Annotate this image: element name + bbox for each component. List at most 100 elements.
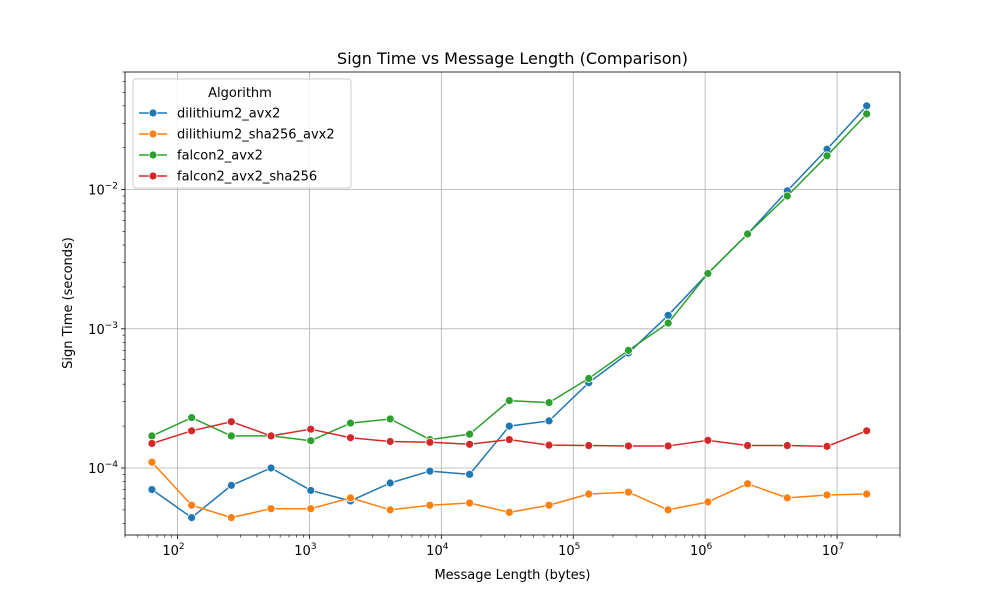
series-falcon2_avx2_sha256 bbox=[147, 417, 872, 451]
data-point bbox=[822, 441, 832, 451]
data-point bbox=[425, 437, 435, 447]
data-point bbox=[147, 431, 157, 441]
data-point bbox=[147, 457, 157, 467]
data-point bbox=[465, 429, 475, 439]
legend-marker bbox=[148, 129, 158, 139]
data-point bbox=[385, 414, 395, 424]
data-point bbox=[663, 505, 673, 515]
legend-marker bbox=[148, 150, 158, 160]
data-point bbox=[584, 441, 594, 450]
data-point bbox=[306, 486, 316, 495]
legend-entry: falcon2_avx2_sha256 bbox=[139, 170, 317, 185]
data-point bbox=[226, 480, 236, 490]
data-point bbox=[504, 421, 514, 431]
data-point bbox=[544, 416, 554, 426]
series-layer bbox=[147, 101, 872, 523]
data-point bbox=[703, 497, 713, 507]
data-point bbox=[266, 504, 276, 514]
legend: Algorithm dilithium2_avx2 dilithium2_sha2… bbox=[132, 78, 352, 189]
data-point bbox=[226, 513, 236, 523]
data-point bbox=[346, 493, 355, 503]
data-point bbox=[504, 396, 514, 405]
data-point bbox=[187, 413, 197, 423]
x-tick-label: 104 bbox=[426, 542, 449, 559]
x-axis-label: Message Length (bytes) bbox=[434, 568, 590, 583]
x-tick-label: 102 bbox=[162, 542, 184, 559]
data-point bbox=[782, 493, 792, 503]
data-point bbox=[584, 374, 594, 383]
legend-label: dilithium2_sha256_avx2 bbox=[177, 128, 335, 143]
data-point bbox=[465, 498, 475, 508]
data-point bbox=[624, 441, 633, 451]
data-point bbox=[346, 418, 355, 428]
data-point bbox=[147, 439, 157, 448]
data-point bbox=[266, 463, 276, 473]
data-point bbox=[187, 426, 197, 436]
data-point bbox=[703, 269, 713, 278]
data-point bbox=[663, 441, 673, 451]
legend-label: falcon2_avx2 bbox=[177, 149, 263, 164]
data-point bbox=[425, 466, 435, 476]
data-point bbox=[782, 441, 792, 450]
data-point bbox=[306, 504, 316, 514]
legend-marker bbox=[148, 171, 158, 181]
data-point bbox=[703, 435, 713, 445]
plot-area-frame bbox=[124, 71, 901, 536]
legend-entry: falcon2_avx2 bbox=[139, 149, 263, 164]
data-point bbox=[663, 310, 673, 320]
data-point bbox=[782, 191, 792, 201]
data-point bbox=[862, 426, 872, 436]
data-point bbox=[385, 478, 395, 488]
legend-label: dilithium2_avx2 bbox=[177, 107, 280, 122]
data-point bbox=[822, 151, 832, 161]
data-point bbox=[504, 507, 514, 517]
x-tick-label: 107 bbox=[822, 542, 844, 559]
y-tick-label: 10−2 bbox=[88, 182, 118, 199]
data-point bbox=[306, 424, 316, 434]
data-point bbox=[504, 435, 514, 444]
legend-title: Algorithm bbox=[208, 86, 272, 101]
legend-entries: dilithium2_avx2 dilithium2_sha256_avx2fal… bbox=[139, 107, 335, 185]
data-point bbox=[862, 489, 872, 499]
data-point bbox=[226, 431, 236, 441]
y-axis-label: Sign Time (seconds) bbox=[61, 237, 76, 369]
legend-entry: dilithium2_sha256_avx2 bbox=[139, 128, 335, 143]
legend-label: falcon2_avx2_sha256 bbox=[177, 170, 317, 185]
series-dilithium2_sha256_avx2 bbox=[147, 457, 872, 523]
data-point bbox=[465, 469, 475, 479]
data-point bbox=[385, 437, 395, 446]
x-tick-label: 103 bbox=[294, 542, 316, 559]
data-point bbox=[187, 500, 197, 510]
data-point bbox=[584, 489, 594, 499]
data-point bbox=[743, 479, 752, 489]
data-point bbox=[147, 485, 157, 494]
data-point bbox=[385, 505, 395, 515]
data-point bbox=[465, 439, 475, 449]
data-point bbox=[306, 436, 316, 446]
legend-entry: dilithium2_avx2 bbox=[139, 107, 280, 122]
data-point bbox=[822, 490, 832, 500]
data-point bbox=[425, 500, 435, 510]
data-point bbox=[663, 318, 673, 328]
axis-ticks: 102 103 104 105 106 107 10−4 10−3 10−2 bbox=[88, 71, 901, 559]
x-tick-label: 105 bbox=[558, 542, 580, 559]
data-point bbox=[544, 500, 554, 510]
chart-title: Sign Time vs Message Length (Comparison) bbox=[337, 49, 688, 68]
legend-box bbox=[132, 78, 352, 189]
y-tick-label: 10−3 bbox=[88, 321, 118, 338]
data-point bbox=[226, 417, 236, 427]
data-point bbox=[743, 229, 752, 239]
data-point bbox=[862, 109, 872, 119]
grid-lines bbox=[125, 72, 900, 535]
data-point bbox=[624, 487, 633, 497]
data-point bbox=[266, 431, 276, 441]
data-point bbox=[544, 398, 554, 408]
data-point bbox=[862, 101, 872, 111]
data-point bbox=[624, 345, 633, 355]
data-point bbox=[187, 513, 197, 523]
legend-marker bbox=[148, 108, 158, 118]
x-tick-label: 106 bbox=[690, 542, 713, 559]
data-point bbox=[743, 441, 752, 450]
